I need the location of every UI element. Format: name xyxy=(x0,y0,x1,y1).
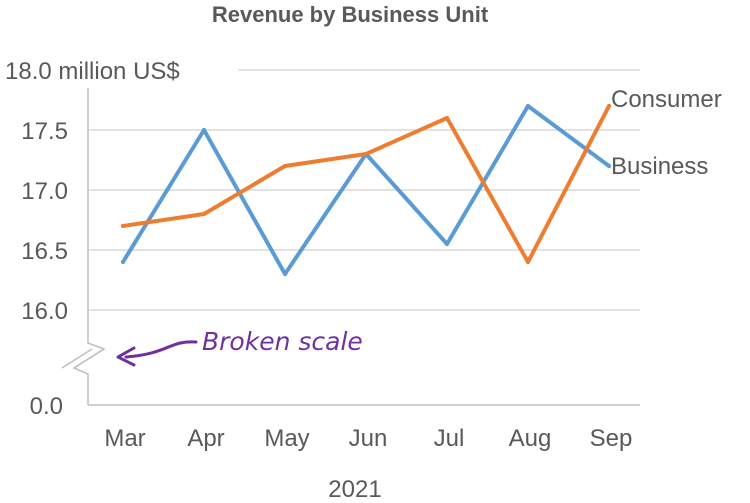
x-axis-title: 2021 xyxy=(328,476,381,503)
y-tick-label: 16.0 xyxy=(21,298,68,325)
annotation-arrow xyxy=(124,340,198,359)
data-point-business xyxy=(526,104,530,108)
data-point-consumer xyxy=(445,116,449,120)
x-tick-label: Jun xyxy=(349,425,388,452)
data-point-consumer xyxy=(283,164,287,168)
data-point-consumer xyxy=(364,152,368,156)
x-tick-label: Aug xyxy=(509,425,552,452)
chart-title: Revenue by Business Unit xyxy=(212,2,489,27)
data-point-consumer xyxy=(526,260,530,264)
y-tick-label: 0.0 xyxy=(30,393,63,420)
y-tick-label: 16.5 xyxy=(21,238,68,265)
data-point-business xyxy=(445,242,449,246)
data-point-business xyxy=(202,128,206,132)
legend-label-business: Business xyxy=(611,153,708,180)
data-point-consumer xyxy=(121,224,125,228)
y-tick-label: 17.0 xyxy=(21,178,68,205)
x-tick-label: Apr xyxy=(187,425,224,452)
data-point-business xyxy=(607,164,611,168)
scale-break-mark xyxy=(61,348,93,369)
legend-label-consumer: Consumer xyxy=(611,86,722,113)
x-tick-label: May xyxy=(264,425,309,452)
x-tick-label: Jul xyxy=(434,425,465,452)
y-tick-label: 17.5 xyxy=(21,118,68,145)
data-point-business xyxy=(121,260,125,264)
data-point-business xyxy=(283,272,287,276)
annotation-text: Broken scale xyxy=(202,327,363,356)
x-tick-label: Sep xyxy=(590,425,633,452)
scale-break-mark xyxy=(73,348,105,369)
x-tick-label: Mar xyxy=(104,425,145,452)
y-tick-label: 18.0 million US$ xyxy=(5,58,180,85)
data-point-consumer xyxy=(607,104,611,108)
data-point-consumer xyxy=(202,212,206,216)
annotation-arrowhead xyxy=(116,346,136,367)
